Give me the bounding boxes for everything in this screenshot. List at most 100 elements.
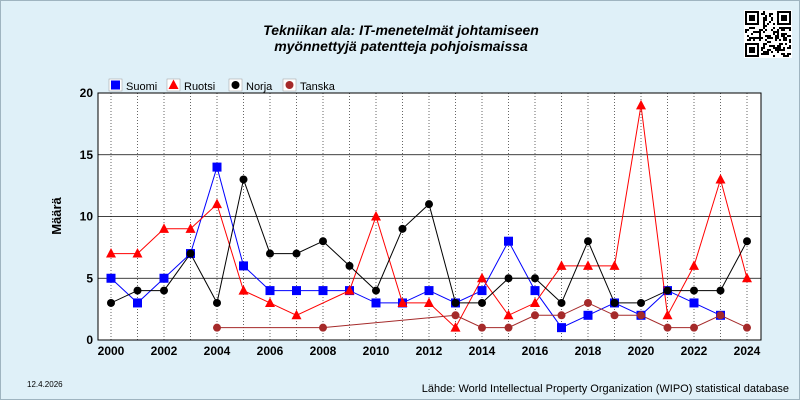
qr-module (771, 45, 773, 47)
qr-module (767, 35, 769, 37)
qr-module (759, 29, 761, 31)
qr-module (777, 51, 779, 53)
qr-module (773, 27, 775, 29)
legend: Suomi Ruotsi Norja Tanska (108, 78, 336, 93)
data-point-ruotsi (291, 309, 302, 320)
data-point-ruotsi (556, 260, 567, 270)
qr-module (787, 47, 789, 49)
qr-module (753, 37, 755, 39)
data-point-suomi (477, 286, 487, 296)
qr-module (779, 43, 781, 45)
qr-module (771, 29, 773, 31)
qr-module (783, 33, 785, 35)
qr-module (771, 37, 773, 39)
data-point-ruotsi (583, 260, 593, 270)
qr-module (761, 53, 763, 55)
data-point-ruotsi (609, 260, 620, 270)
qr-module (751, 33, 753, 35)
chart-title-line-2: myönnettyjä patentteja pohjoismaissa (274, 38, 528, 54)
data-point-norja (107, 298, 115, 307)
data-point-suomi (106, 273, 116, 283)
x-tick-label: 2024 (734, 344, 761, 358)
data-point-norja (319, 237, 327, 246)
qr-module (781, 53, 783, 55)
qr-module (785, 39, 787, 41)
data-point-tanska (610, 311, 619, 320)
data-point-norja (690, 286, 698, 295)
x-tick-label: 2020 (628, 344, 655, 358)
x-axis-ticks: 2000 2002 2004 2006 2008 2010 2012 2014 2016 2018… (98, 344, 761, 358)
data-point-tanska (213, 323, 221, 332)
qr-module (755, 37, 757, 39)
x-tick-label: 2012 (416, 344, 443, 358)
qr-module (779, 45, 781, 47)
y-tick-label: 15 (80, 148, 94, 162)
data-point-ruotsi (503, 309, 514, 320)
data-point-suomi (265, 286, 275, 296)
qr-module (783, 53, 785, 55)
data-point-norja (610, 298, 619, 307)
qr-module (747, 39, 749, 41)
qr-module (775, 35, 777, 37)
legend-marker-tanska (285, 81, 294, 89)
data-point-norja (478, 298, 486, 307)
qr-module (761, 29, 763, 31)
qr-module (763, 23, 765, 25)
x-tick-label: 2006 (257, 344, 284, 358)
data-point-suomi (583, 310, 593, 320)
series-tanska (213, 298, 751, 332)
data-point-norja (213, 298, 221, 307)
qr-module (753, 39, 755, 41)
qr-module (781, 43, 783, 45)
data-point-norja (451, 298, 460, 307)
qr-module (789, 39, 791, 41)
qr-module (775, 31, 777, 33)
qr-module (787, 35, 789, 37)
legend-item-norja: Norja (228, 78, 273, 93)
qr-module (767, 49, 769, 51)
qr-module (759, 33, 761, 35)
qr-module (749, 39, 751, 41)
qr-module (761, 13, 763, 15)
qr-module (789, 35, 791, 37)
qr-module (765, 51, 767, 53)
data-point-norja (531, 274, 539, 283)
qr-finder-inner (781, 15, 787, 21)
legend-item-tanska: Tanska (282, 78, 336, 93)
qr-module (763, 25, 765, 27)
qr-module (757, 37, 759, 39)
data-point-tanska (319, 323, 327, 332)
data-point-ruotsi (530, 297, 540, 307)
data-point-norja (425, 200, 433, 209)
data-point-suomi (557, 323, 566, 333)
qr-code-icon[interactable] (744, 10, 792, 58)
qr-module (763, 21, 765, 23)
data-point-ruotsi (132, 248, 143, 258)
qr-module (773, 31, 775, 33)
qr-module (765, 25, 767, 27)
data-point-suomi (424, 286, 434, 296)
data-point-ruotsi (397, 297, 408, 307)
data-point-norja (504, 274, 513, 283)
qr-module (763, 31, 765, 33)
qr-module (779, 49, 781, 51)
qr-module (783, 35, 785, 37)
data-point-suomi (371, 298, 381, 308)
qr-module (787, 55, 789, 57)
qr-module (775, 37, 777, 39)
series-line-ruotsi (111, 105, 748, 329)
data-point-norja (133, 286, 142, 295)
qr-module (775, 39, 777, 41)
qr-module (747, 29, 749, 31)
legend-marker-suomi (111, 80, 120, 90)
data-point-ruotsi (159, 223, 169, 233)
qr-module (765, 35, 767, 37)
data-point-ruotsi (344, 285, 355, 295)
qr-module (789, 53, 791, 55)
data-point-norja (398, 224, 407, 233)
y-tick-label: 20 (80, 86, 94, 100)
y-tick-label: 10 (80, 210, 94, 224)
qr-module (773, 33, 775, 35)
qr-module (771, 17, 773, 19)
